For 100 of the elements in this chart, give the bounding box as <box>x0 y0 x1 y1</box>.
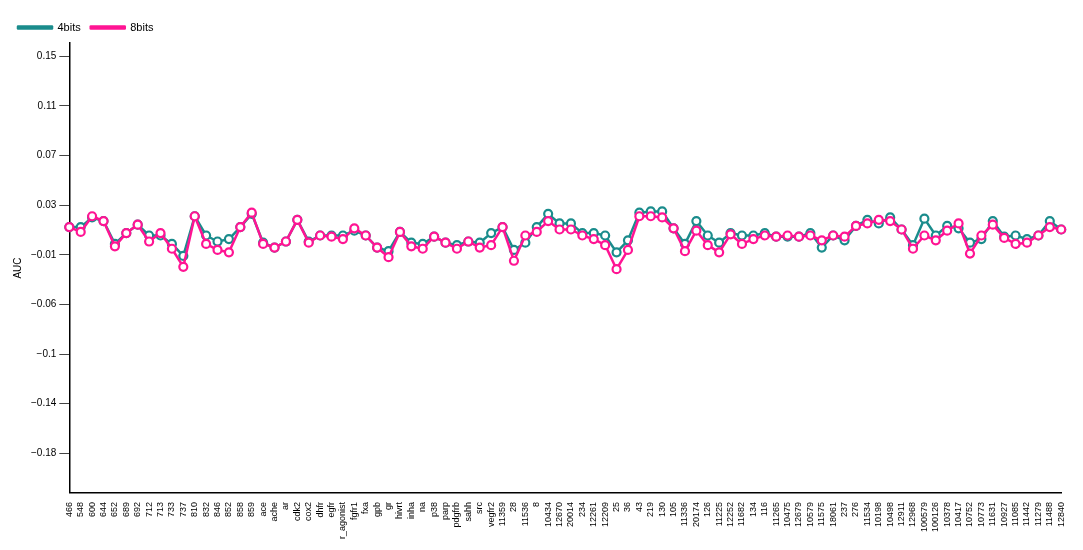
x-tick-label: 11536 <box>519 501 530 527</box>
x-tick-label: 600 <box>86 501 97 518</box>
x-tick-label: 10498 <box>884 501 895 528</box>
x-tick-label: 832 <box>200 501 211 518</box>
x-tick-label: pdgfrb <box>451 501 462 528</box>
x-tick-label: gpb <box>371 501 382 518</box>
x-tick-label: parp <box>440 501 451 520</box>
y-tick-label: 0.11 <box>37 99 57 111</box>
x-tick-label: 548 <box>75 501 86 518</box>
x-tick-label: 12252 <box>725 501 736 528</box>
x-tick-label: 10198 <box>873 501 884 528</box>
x-tick-label: 10579 <box>804 501 815 528</box>
x-tick-label: 11488 <box>1044 501 1055 527</box>
x-tick-label: 43 <box>633 501 644 512</box>
x-tick-label: gr <box>383 501 394 510</box>
x-tick-label: 105 <box>668 501 679 518</box>
x-tick-label: vegfr2 <box>485 501 496 527</box>
x-tick-label: 11279 <box>1032 501 1043 527</box>
x-tick-label: 11359 <box>497 501 508 527</box>
x-tick-label: 12261 <box>588 501 599 528</box>
x-tick-label: fgfr1 <box>348 501 359 520</box>
x-tick-label: 858 <box>234 501 245 518</box>
x-tick-label: 25 <box>611 501 622 512</box>
x-tick-label: 11534 <box>861 501 872 527</box>
x-tick-label: 28 <box>508 501 519 512</box>
x-tick-label: 644 <box>97 501 108 518</box>
x-tick-label: 12679 <box>793 501 804 528</box>
x-tick-label: 11336 <box>679 501 690 527</box>
x-tick-label: 20174 <box>690 501 701 528</box>
x-tick-label: 36 <box>622 501 633 512</box>
x-tick-label: 689 <box>120 501 131 518</box>
x-tick-label: 466 <box>63 501 74 518</box>
x-tick-label: 10475 <box>782 501 793 528</box>
x-tick-label: 692 <box>132 501 143 518</box>
x-tick-label: 10434 <box>542 501 553 528</box>
x-tick-label: ar <box>280 501 291 510</box>
x-tick-label: 100579 <box>918 501 929 533</box>
x-tick-label: 846 <box>212 501 222 518</box>
x-tick-label: 859 <box>246 501 257 518</box>
x-tick-label: na <box>417 501 428 512</box>
x-tick-label: 116 <box>759 501 770 517</box>
x-tick-label: 130 <box>656 501 667 518</box>
x-tick-label: 11682 <box>736 501 747 527</box>
legend-label: 8bits <box>130 20 154 33</box>
x-tick-label: 12670 <box>554 501 565 528</box>
y-tick-label: −0.14 <box>30 397 57 409</box>
y-tick-label: −0.06 <box>30 298 57 310</box>
x-tick-label: 10773 <box>975 501 986 528</box>
x-tick-label: 11575 <box>816 501 827 527</box>
x-tick-label: 852 <box>223 501 234 518</box>
x-tick-label: src <box>474 501 485 514</box>
y-tick-label: 0.15 <box>36 49 57 61</box>
x-tick-label: 733 <box>166 501 177 518</box>
x-tick-label: 11631 <box>987 501 998 527</box>
x-tick-label: 737 <box>177 501 188 518</box>
x-tick-label: 11442 <box>1021 501 1032 527</box>
x-tick-label: 10417 <box>953 501 964 528</box>
x-tick-label: r_agonist <box>337 501 348 540</box>
x-tick-label: 18061 <box>827 501 838 528</box>
y-tick-label: −0.1 <box>36 347 57 359</box>
x-tick-label: sahh <box>462 501 473 522</box>
x-tick-label: cdk2 <box>291 501 302 521</box>
x-tick-label: inha <box>405 501 416 519</box>
y-tick-label: −0.01 <box>30 248 57 260</box>
x-tick-label: ache <box>269 501 280 522</box>
x-tick-label: 713 <box>155 501 165 518</box>
x-tick-label: 126 <box>702 501 713 518</box>
x-tick-label: 134 <box>747 501 758 518</box>
x-tick-label: 10927 <box>998 501 1009 528</box>
x-tick-label: 10378 <box>941 501 952 528</box>
x-tick-label: fxa <box>360 501 371 514</box>
x-tick-label: 12911 <box>896 501 907 527</box>
x-tick-label: dhfr <box>314 501 325 518</box>
x-tick-label: 11265 <box>770 501 781 527</box>
x-tick-label: 12209 <box>599 501 610 528</box>
x-tick-label: 20014 <box>565 501 576 528</box>
x-tick-label: 276 <box>850 501 861 518</box>
x-tick-label: p38 <box>428 501 439 518</box>
x-tick-label: hivrt <box>394 501 405 519</box>
x-tick-label: ace <box>257 501 268 517</box>
y-tick-label: 0.07 <box>36 149 57 161</box>
legend-label: 4bits <box>57 20 82 33</box>
x-tick-label: 10752 <box>964 501 975 528</box>
x-tick-label: 234 <box>576 501 587 518</box>
x-tick-label: 100126 <box>930 501 941 533</box>
x-tick-label: 237 <box>839 501 850 518</box>
x-tick-label: 8 <box>531 501 542 507</box>
x-tick-label: 11225 <box>713 501 724 527</box>
y-tick-label: 0.03 <box>36 198 57 210</box>
y-tick-label: −0.18 <box>30 447 57 459</box>
x-tick-label: 12968 <box>907 501 918 528</box>
y-axis-title: AUC <box>11 257 23 279</box>
x-tick-label: 11085 <box>1010 501 1021 527</box>
x-tick-label: 652 <box>109 501 120 518</box>
x-tick-label: 712 <box>143 501 154 518</box>
x-tick-label: cox2 <box>303 501 314 521</box>
x-tick-label: 810 <box>189 501 200 518</box>
x-tick-label: 219 <box>645 501 656 518</box>
x-tick-label: 12840 <box>1055 501 1066 528</box>
x-tick-label: egfr <box>326 501 337 518</box>
